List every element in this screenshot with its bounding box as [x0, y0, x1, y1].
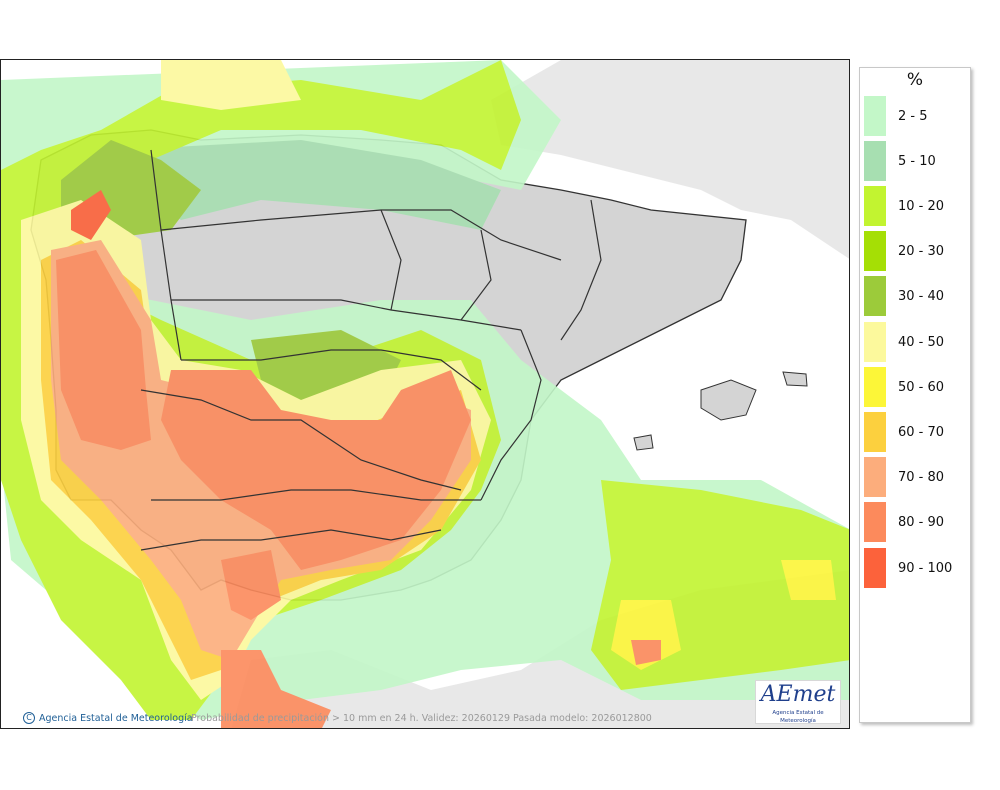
legend-panel: % 2 - 5 5 - 10 10 - 20 20 - 30 30 - 40 40 - 5… — [859, 67, 971, 723]
mallorca — [700, 379, 757, 421]
legend-item: 5 - 10 — [864, 140, 936, 182]
legend-label: 60 - 70 — [898, 424, 945, 440]
legend-item: 60 - 70 — [864, 411, 945, 453]
legend-swatch — [864, 140, 886, 182]
legend-label: 30 - 40 — [898, 289, 945, 305]
logo-brand: AEmet — [760, 682, 836, 707]
logo-subtitle: Agencia Estatal de Meteorología — [772, 710, 824, 724]
map-caption: Probabilidad de precipitación > 10 mm en… — [191, 713, 652, 724]
legend-swatch — [864, 276, 886, 318]
menorca — [782, 371, 808, 387]
legend-item: 30 - 40 — [864, 276, 945, 318]
legend-swatch — [864, 95, 886, 137]
legend-item: 80 - 90 — [864, 502, 945, 544]
legend-label: 50 - 60 — [898, 379, 945, 395]
legend-label: 5 - 10 — [898, 153, 936, 169]
legend-label: 40 - 50 — [898, 334, 945, 350]
legend-label: 80 - 90 — [898, 515, 945, 531]
legend-label: 70 - 80 — [898, 470, 945, 486]
legend-item: 90 - 100 — [864, 547, 953, 589]
credit-text: Agencia Estatal de Meteorología — [39, 712, 193, 724]
region-borders — [140, 149, 602, 551]
legend-swatch — [864, 411, 886, 453]
legend-swatch — [864, 321, 886, 363]
legend-label: 90 - 100 — [898, 560, 953, 576]
legend-label: 20 - 30 — [898, 244, 945, 260]
legend-item: 50 - 60 — [864, 366, 945, 408]
copyright-icon: C — [23, 712, 35, 724]
legend-swatch — [864, 502, 886, 544]
legend-label: 2 - 5 — [898, 108, 928, 124]
legend-item: 20 - 30 — [864, 231, 945, 273]
legend-swatch — [864, 457, 886, 499]
precip-fields — [1, 60, 849, 728]
legend-item: 70 - 80 — [864, 457, 945, 499]
legend-label: 10 - 20 — [898, 198, 945, 214]
legend-swatch — [864, 366, 886, 408]
legend-item: 40 - 50 — [864, 321, 945, 363]
france-land — [491, 60, 849, 259]
agency-credit: C Agencia Estatal de Meteorología — [23, 712, 193, 724]
legend-swatch — [864, 547, 886, 589]
legend-swatch — [864, 185, 886, 227]
legend-title: % — [906, 70, 924, 90]
legend-item: 2 - 5 — [864, 95, 928, 137]
legend-item: 10 - 20 — [864, 185, 945, 227]
aemet-logo: AEmet Agencia Estatal de Meteorología — [755, 680, 841, 724]
precipitation-map[interactable]: C Agencia Estatal de Meteorología Probab… — [0, 59, 850, 729]
ibiza — [633, 434, 654, 451]
map-canvas — [1, 60, 849, 728]
legend-swatch — [864, 231, 886, 273]
